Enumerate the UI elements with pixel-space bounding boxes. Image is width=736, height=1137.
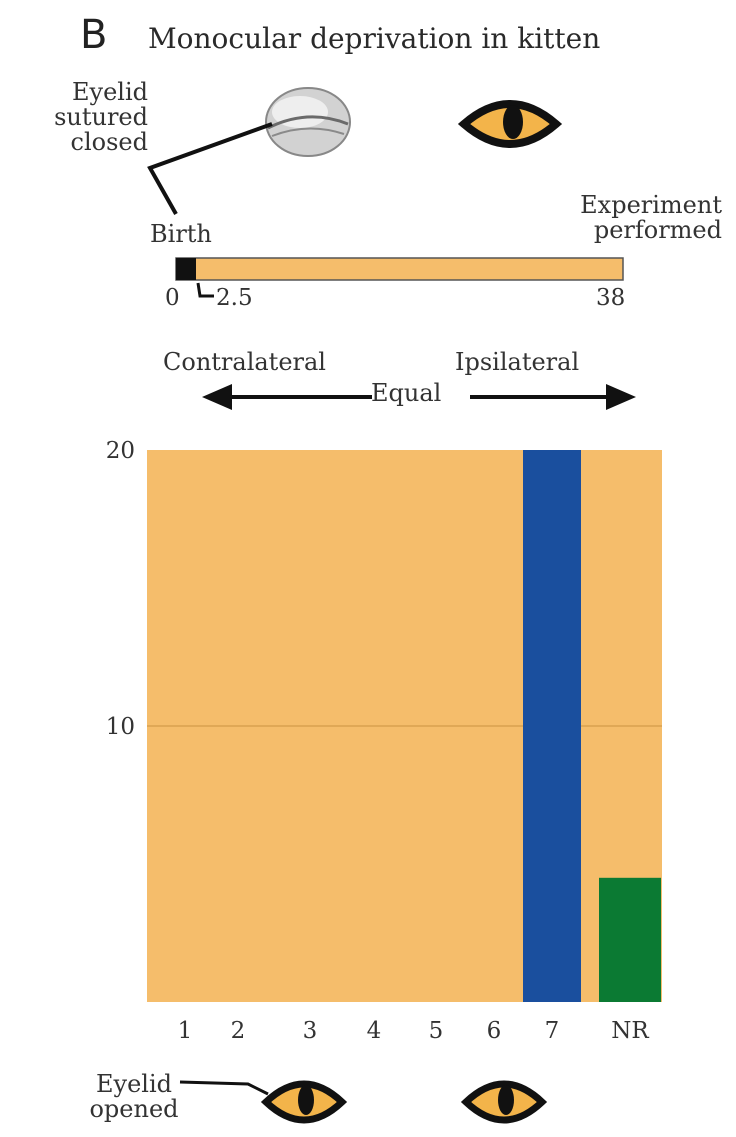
timeline-tick-mid: 2.5 bbox=[216, 285, 253, 311]
x-tick-label: 6 bbox=[487, 1018, 502, 1044]
closed-eye-icon bbox=[265, 87, 351, 157]
x-tick-label: 2 bbox=[231, 1018, 246, 1044]
opened-label-line-2: opened bbox=[89, 1095, 179, 1123]
dominance-left-label: Contralateral bbox=[163, 348, 326, 376]
opened-pointer-line bbox=[179, 1080, 269, 1096]
sutured-label-line-2: sutured bbox=[54, 103, 148, 131]
bar-nr bbox=[599, 877, 661, 1002]
x-tick-label: 3 bbox=[303, 1018, 318, 1044]
open-eye-icon bbox=[260, 1080, 348, 1124]
x-tick-label: 1 bbox=[178, 1018, 193, 1044]
sutured-label-line-1: Eyelid bbox=[72, 78, 148, 106]
ocular-dominance-chart: 10 20 1 2 3 4 5 6 7 NR bbox=[106, 438, 662, 1044]
x-tick-label: 5 bbox=[429, 1018, 444, 1044]
y-tick-label: 20 bbox=[106, 438, 135, 464]
dominance-center-label: Equal bbox=[371, 379, 442, 407]
suture-pointer-line bbox=[147, 122, 273, 215]
sutured-label-line-3: closed bbox=[70, 128, 148, 156]
y-tick-label: 10 bbox=[106, 714, 135, 740]
sutured-label: Eyelid sutured closed bbox=[6, 80, 148, 155]
timeline-tick-start: 0 bbox=[165, 285, 180, 311]
dominance-right-label: Ipsilateral bbox=[455, 348, 580, 376]
timeline-closed-segment bbox=[176, 258, 196, 280]
opened-label: Eyelid opened bbox=[60, 1072, 208, 1122]
bar-7 bbox=[523, 450, 581, 1002]
timeline-bar bbox=[175, 257, 624, 281]
open-eye-icon bbox=[460, 1080, 548, 1124]
panel-title: Monocular deprivation in kitten bbox=[148, 22, 601, 55]
opened-label-line-1: Eyelid bbox=[96, 1070, 172, 1098]
timeline-tick-end: 38 bbox=[596, 285, 626, 311]
experiment-label: Experiment performed bbox=[490, 193, 722, 243]
experiment-label-line-2: performed bbox=[593, 216, 722, 244]
panel-letter: B bbox=[80, 12, 108, 58]
timeline-mid-pointer bbox=[196, 282, 214, 298]
x-tick-label: 7 bbox=[545, 1018, 560, 1044]
experiment-label-line-1: Experiment bbox=[580, 191, 722, 219]
birth-label: Birth bbox=[150, 220, 212, 248]
open-eye-icon bbox=[457, 100, 563, 148]
dominance-arrow bbox=[202, 384, 636, 410]
x-tick-label: NR bbox=[611, 1018, 649, 1044]
x-tick-label: 4 bbox=[367, 1018, 382, 1044]
